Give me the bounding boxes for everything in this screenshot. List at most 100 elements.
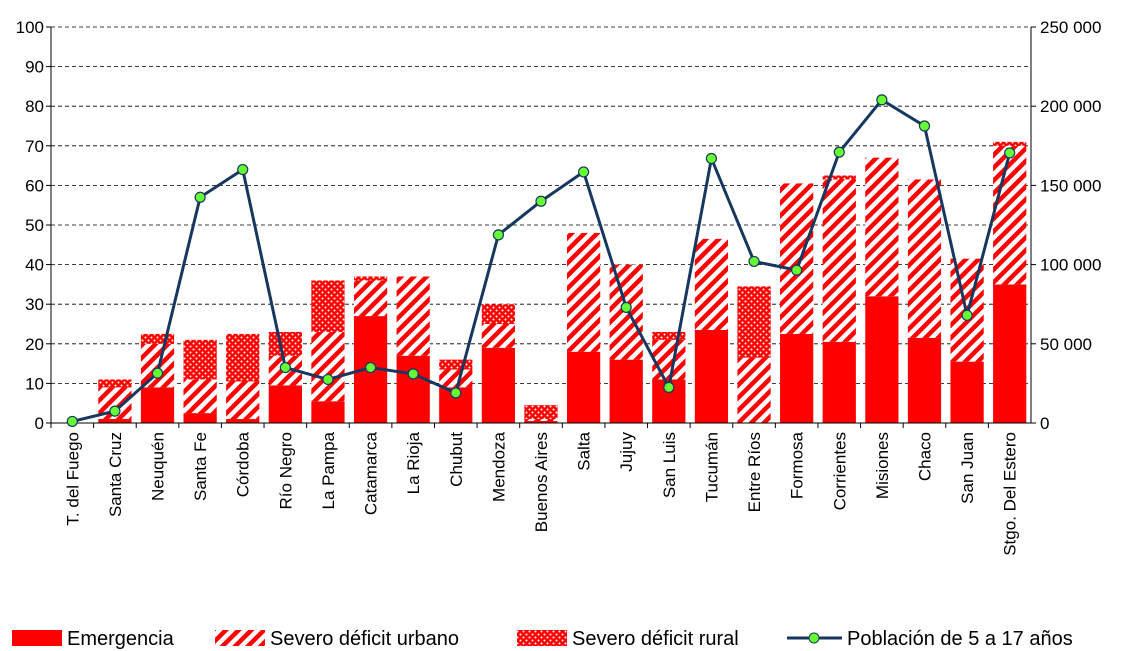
line-marker <box>109 405 121 417</box>
x-tick-label: San Juan <box>958 432 977 504</box>
y2-tick-label: 150 000 <box>1040 176 1101 195</box>
line-marker <box>791 264 803 276</box>
bar-segment <box>524 421 558 423</box>
y2-tick-label: 200 000 <box>1040 97 1101 116</box>
x-tick-label: Mendoza <box>489 431 508 501</box>
line-marker <box>663 381 675 393</box>
line-marker <box>492 229 504 241</box>
line-marker <box>407 368 419 380</box>
bar-segment <box>311 401 345 423</box>
line-marker <box>620 301 632 313</box>
line-marker <box>66 415 78 428</box>
x-tick-label: Río Negro <box>276 432 295 509</box>
bar-segment <box>353 280 388 317</box>
bar-segment <box>311 331 345 402</box>
bar-segment <box>311 280 345 332</box>
bar-segment <box>865 296 899 423</box>
bar-segment <box>865 157 899 297</box>
legend-label: Severo déficit urbano <box>270 628 459 650</box>
bar-segment <box>226 419 260 423</box>
bar-segment <box>737 286 771 358</box>
bar-segment <box>183 339 217 380</box>
x-tick-label: Santa Fe <box>191 432 210 501</box>
x-tick-label: Tucumán <box>702 432 721 502</box>
line-marker <box>833 146 845 158</box>
line-marker <box>279 361 291 374</box>
bar-segment <box>609 359 643 423</box>
bar-segment <box>439 369 473 388</box>
bar-segment <box>780 333 814 423</box>
bar-segment <box>822 175 856 180</box>
x-tick-label: Salta <box>575 431 594 470</box>
x-tick-label: Córdoba <box>234 431 253 497</box>
legend-swatch <box>808 632 820 644</box>
y-tick-label: 0 <box>35 414 44 433</box>
bar-segment <box>140 333 175 344</box>
line-marker <box>322 373 334 386</box>
line-marker <box>705 152 718 165</box>
x-tick-label: Buenos Aires <box>532 432 551 532</box>
bar-segment <box>822 341 856 423</box>
bar-segment <box>652 331 686 340</box>
x-tick-label: Chubut <box>447 432 466 487</box>
line-marker <box>151 367 164 379</box>
y-tick-label: 70 <box>25 137 44 156</box>
x-tick-label: Stgo. Del Estero <box>1001 432 1020 556</box>
bar-segment <box>226 381 260 420</box>
bar-segment <box>566 351 601 423</box>
line-marker <box>876 94 888 106</box>
bar-segment <box>694 329 729 423</box>
line-marker <box>237 163 249 176</box>
bar-segment <box>481 304 516 324</box>
y-tick-label: 40 <box>25 256 44 275</box>
x-tick-label: T. del Fuego <box>63 432 82 526</box>
x-tick-label: Chaco <box>915 432 934 481</box>
x-tick-label: La Pampa <box>319 431 338 509</box>
line-marker <box>578 166 590 178</box>
y-tick-label: 60 <box>25 176 44 195</box>
bar-segment <box>98 419 132 423</box>
y-tick-label: 100 <box>16 18 44 37</box>
bar-segment <box>481 324 516 348</box>
bar-segment <box>396 276 430 356</box>
bar-segment <box>439 359 473 370</box>
y-tick-label: 10 <box>25 374 44 393</box>
legend-label: Emergencia <box>67 628 175 650</box>
bar-segment <box>950 361 984 423</box>
bar-segment <box>737 357 771 423</box>
bar-segment <box>907 179 942 338</box>
bar-segment <box>822 179 856 342</box>
y2-tick-label: 0 <box>1040 414 1049 433</box>
line-marker <box>364 361 377 374</box>
x-tick-label: Catamarca <box>362 431 381 515</box>
x-tick-label: Misiones <box>873 432 892 499</box>
legend-swatch <box>215 630 265 646</box>
y2-tick-label: 250 000 <box>1040 18 1101 37</box>
bar-segment <box>566 232 601 352</box>
line-marker <box>918 120 931 132</box>
y-tick-label: 20 <box>25 335 44 354</box>
bar-segment <box>268 385 302 423</box>
bar-segment <box>993 284 1027 423</box>
line-marker <box>535 195 547 207</box>
y2-tick-label: 100 000 <box>1040 256 1101 275</box>
legend-swatch <box>517 630 567 646</box>
legend: Emergencia Severo déficit urbano Severo dé… <box>12 628 1073 650</box>
bar-segment <box>183 379 217 414</box>
y-tick-label: 80 <box>25 97 44 116</box>
y-tick-label: 90 <box>25 58 44 77</box>
bar-segment <box>140 343 175 388</box>
line-marker <box>450 387 462 399</box>
bar-segment <box>652 339 686 380</box>
bar-segment <box>353 276 388 281</box>
legend-label: Población de 5 a 17 años <box>847 628 1073 650</box>
bar-segment <box>268 331 302 356</box>
bar-segment <box>694 238 729 330</box>
y2-tick-label: 50 000 <box>1040 335 1092 354</box>
x-tick-label: Santa Cruz <box>106 432 125 517</box>
line-marker <box>194 191 206 203</box>
bar-segment <box>396 355 430 423</box>
bar-segment <box>524 419 558 422</box>
x-tick-label: San Luis <box>660 432 679 498</box>
